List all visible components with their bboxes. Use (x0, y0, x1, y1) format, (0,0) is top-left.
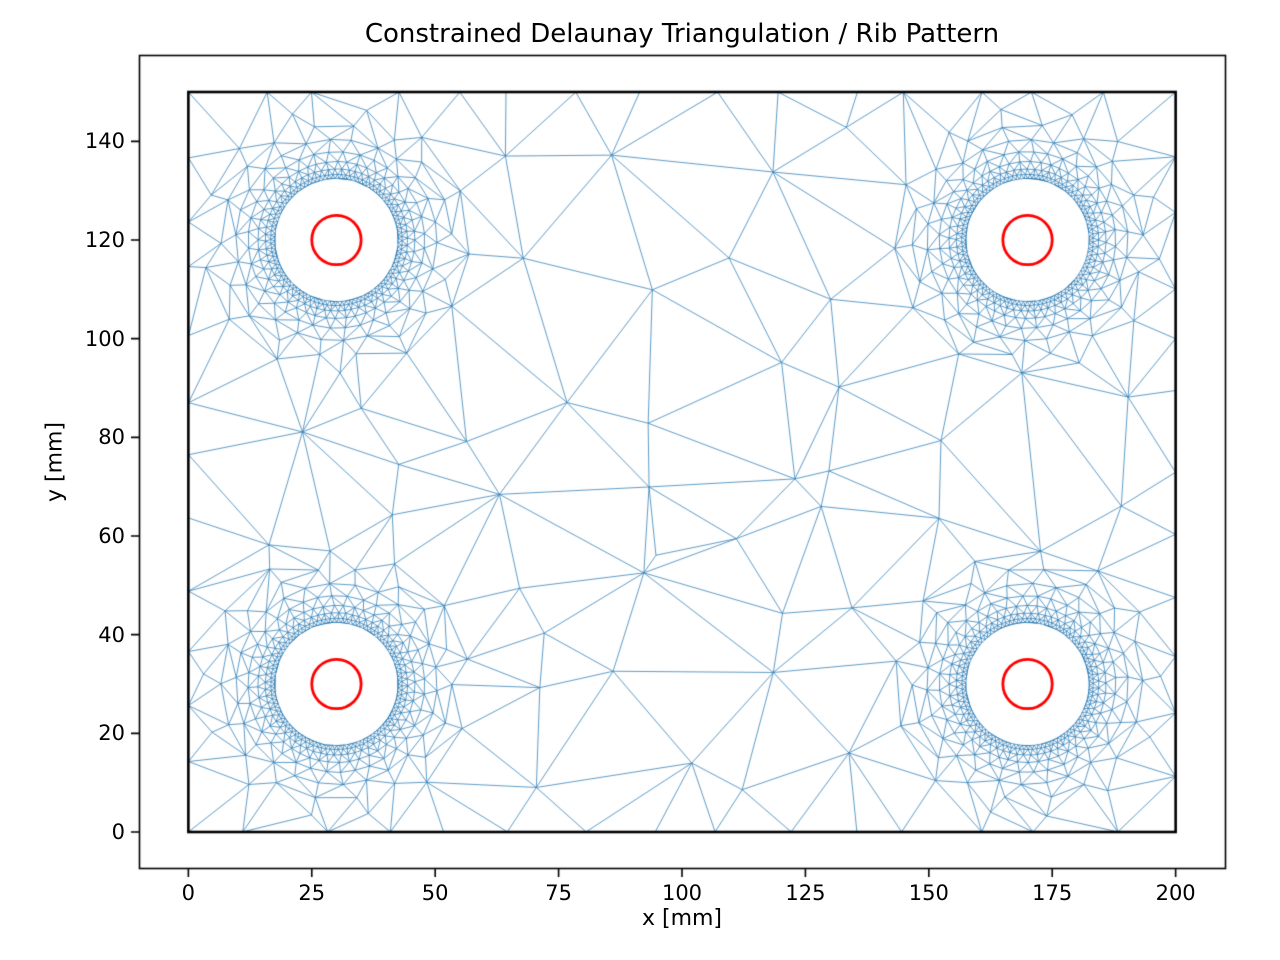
y-tick-label-2: 40 (98, 622, 125, 647)
y-tick-label-5: 100 (84, 326, 125, 351)
x-tick-label-4: 100 (661, 881, 703, 905)
x-tick-label-1: 25 (298, 881, 326, 905)
y-tick-label-4: 80 (98, 425, 125, 450)
x-tick-label-0: 0 (181, 881, 196, 905)
x-tick-label-5: 125 (785, 881, 826, 905)
x-tick-label-3: 75 (545, 881, 572, 905)
x-tick-label-7: 175 (1032, 881, 1073, 905)
y-tick-label-3: 60 (98, 524, 125, 548)
x-tick-label-2: 50 (421, 881, 449, 905)
y-tick-label-6: 120 (84, 228, 125, 252)
x-tick-label-6: 150 (908, 881, 949, 905)
chart-title: Constrained Delaunay Triangulation / Rib… (364, 19, 1000, 49)
y-tick-label-0: 0 (111, 820, 125, 844)
y-tick-label-1: 20 (98, 721, 125, 746)
y-tick-label-7: 140 (84, 129, 125, 154)
x-axis-label: x [mm] (641, 906, 723, 931)
x-tick-label-8: 200 (1155, 881, 1196, 905)
y-axis-label: y [mm] (42, 421, 68, 503)
